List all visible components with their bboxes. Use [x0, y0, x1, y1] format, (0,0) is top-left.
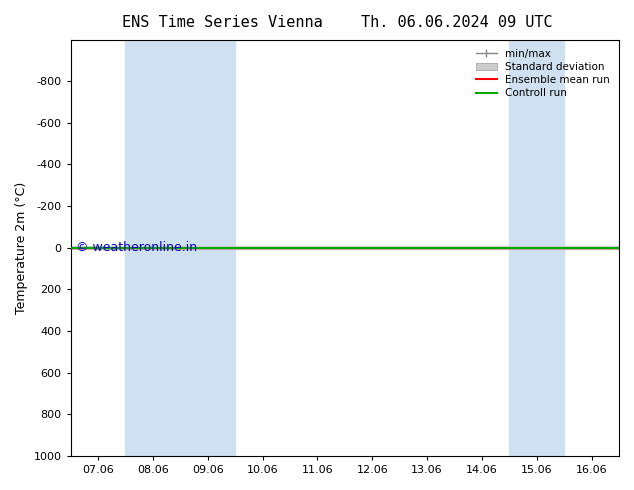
Text: Th. 06.06.2024 09 UTC: Th. 06.06.2024 09 UTC	[361, 15, 552, 30]
Text: ENS Time Series Vienna: ENS Time Series Vienna	[122, 15, 322, 30]
Bar	[126, 40, 235, 456]
Legend: min/max, Standard deviation, Ensemble mean run, Controll run: min/max, Standard deviation, Ensemble me…	[472, 45, 614, 102]
Bar	[509, 40, 564, 456]
Text: © weatheronline.in: © weatheronline.in	[76, 241, 197, 254]
Y-axis label: Temperature 2m (°C): Temperature 2m (°C)	[15, 182, 28, 314]
